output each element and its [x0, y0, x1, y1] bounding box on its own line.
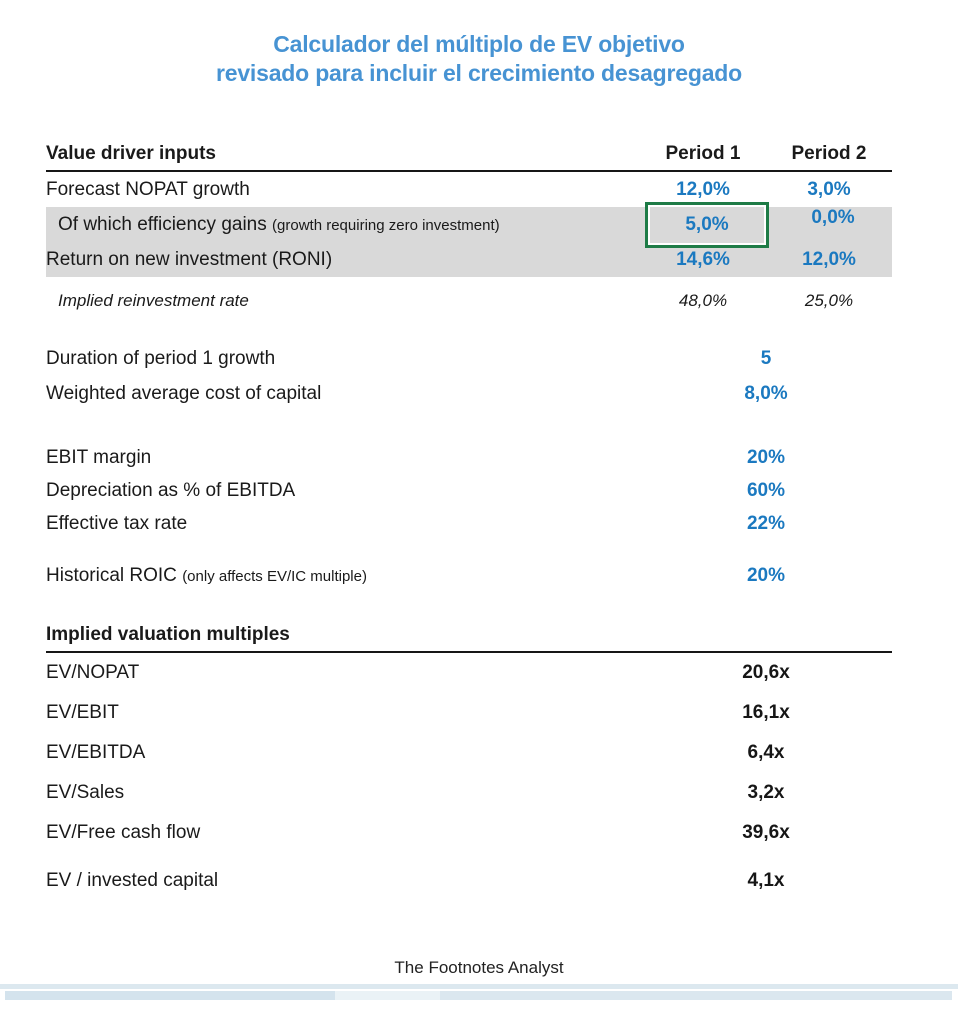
- input-cell-forecast-growth-period-1[interactable]: 12,0%: [676, 178, 730, 200]
- row-label-historical-roic-main: Historical ROIC: [46, 564, 177, 586]
- row-ev-ebitda: EV/EBITDA 6,4x: [46, 733, 892, 773]
- row-label-ev-nopat: EV/NOPAT: [46, 662, 140, 683]
- spacer: [46, 317, 892, 341]
- spacer: [46, 593, 892, 619]
- input-cell-tax-rate[interactable]: 22%: [746, 512, 786, 534]
- spacer: [46, 853, 892, 861]
- input-cell-roni-period-2[interactable]: 12,0%: [802, 248, 856, 270]
- calc-cell-ev-invested-capital: 4,1x: [747, 870, 785, 891]
- row-label-depreciation: Depreciation as % of EBITDA: [46, 479, 296, 501]
- row-label-roni: Return on new investment (RONI): [46, 248, 333, 270]
- row-efficiency-gains: Of which efficiency gains (growth requir…: [46, 202, 892, 248]
- footer-divider-bar-middle: [335, 991, 440, 1000]
- input-cell-roni-period-1[interactable]: 14,6%: [676, 248, 730, 270]
- period-column-headers: Period 1 Period 2: [640, 143, 892, 165]
- value-drivers-header-row: Value driver inputs Period 1 Period 2: [46, 138, 892, 172]
- calculator-sheet: Value driver inputs Period 1 Period 2 Fo…: [46, 138, 892, 901]
- row-label-duration: Duration of period 1 growth: [46, 347, 276, 369]
- page-title-line-2: revisado para incluir el crecimiento des…: [216, 60, 742, 86]
- row-label-forecast-nopat-growth: Forecast NOPAT growth: [46, 178, 250, 200]
- input-cell-duration[interactable]: 5: [760, 347, 772, 369]
- row-return-on-new-investment: Return on new investment (RONI) 14,6% 12…: [46, 242, 892, 277]
- footer-divider-bar-right: [440, 991, 952, 1000]
- input-cell-historical-roic[interactable]: 20%: [746, 564, 786, 586]
- calc-cell-reinvestment-rate-period-1: 48,0%: [678, 291, 728, 310]
- row-label-ev-sales: EV/Sales: [46, 782, 125, 803]
- row-label-ev-ebitda: EV/EBITDA: [46, 742, 146, 763]
- row-ebit-margin: EBIT margin 20%: [46, 441, 892, 474]
- row-ev-invested-capital: EV / invested capital 4,1x: [46, 861, 892, 901]
- input-cell-ebit-margin[interactable]: 20%: [746, 446, 786, 468]
- row-label-tax-rate: Effective tax rate: [46, 512, 188, 534]
- row-effective-tax-rate: Effective tax rate 22%: [46, 507, 892, 540]
- row-ev-nopat: EV/NOPAT 20,6x: [46, 653, 892, 693]
- row-label-wacc: Weighted average cost of capital: [46, 382, 322, 404]
- row-label-ev-fcf: EV/Free cash flow: [46, 822, 201, 843]
- row-label-historical-roic: Historical ROIC (only affects EV/IC mult…: [46, 565, 640, 587]
- row-label-ebit-margin: EBIT margin: [46, 446, 152, 468]
- spacer: [46, 411, 892, 441]
- input-cell-efficiency-gains-period-2[interactable]: 0,0%: [811, 207, 855, 228]
- row-ev-ebit: EV/EBIT 16,1x: [46, 693, 892, 733]
- row-wacc: Weighted average cost of capital 8,0%: [46, 376, 892, 411]
- calc-cell-ev-ebitda: 6,4x: [747, 742, 785, 763]
- row-label-implied-reinvestment-rate: Implied reinvestment rate: [58, 291, 249, 310]
- selected-input-cell-efficiency-gains-period-1[interactable]: 5,0%: [645, 202, 769, 248]
- calc-cell-ev-nopat: 20,6x: [742, 662, 790, 683]
- row-duration-period-1-growth: Duration of period 1 growth 5: [46, 341, 892, 376]
- row-label-ev-ebit: EV/EBIT: [46, 702, 119, 723]
- row-ev-free-cash-flow: EV/Free cash flow 39,6x: [46, 813, 892, 853]
- footer-credit: The Footnotes Analyst: [394, 958, 564, 977]
- row-label-ev-invested-capital: EV / invested capital: [46, 870, 219, 891]
- section-heading-implied-multiples: Implied valuation multiples: [46, 624, 290, 645]
- calc-cell-reinvestment-rate-period-2: 25,0%: [804, 291, 854, 310]
- footer-divider-line: [0, 984, 958, 989]
- row-label-efficiency-gains: Of which efficiency gains (growth requir…: [46, 214, 640, 236]
- column-header-period-2: Period 2: [791, 143, 867, 164]
- footer-divider-bar-left: [5, 991, 335, 1000]
- page-title: Calculador del múltiplo de EV objetivo r…: [0, 0, 958, 88]
- multiples-header-row: Implied valuation multiples: [46, 619, 892, 653]
- row-label-efficiency-gains-note: (growth requiring zero investment): [272, 216, 500, 234]
- row-implied-reinvestment-rate: Implied reinvestment rate 48,0% 25,0%: [46, 285, 892, 317]
- input-cell-forecast-growth-period-2[interactable]: 3,0%: [807, 178, 851, 200]
- row-ev-sales: EV/Sales 3,2x: [46, 773, 892, 813]
- row-label-historical-roic-note: (only affects EV/IC multiple): [182, 567, 367, 585]
- page-title-line-1: Calculador del múltiplo de EV objetivo: [273, 31, 685, 57]
- input-cell-wacc[interactable]: 8,0%: [744, 382, 788, 404]
- calc-cell-ev-fcf: 39,6x: [742, 822, 790, 843]
- input-cell-depreciation[interactable]: 60%: [746, 479, 786, 501]
- row-label-efficiency-gains-main: Of which efficiency gains: [58, 213, 267, 235]
- row-historical-roic: Historical ROIC (only affects EV/IC mult…: [46, 558, 892, 593]
- row-forecast-nopat-growth: Forecast NOPAT growth 12,0% 3,0%: [46, 172, 892, 207]
- column-header-period-1: Period 1: [665, 143, 741, 164]
- row-depreciation-pct-ebitda: Depreciation as % of EBITDA 60%: [46, 474, 892, 507]
- calc-cell-ev-ebit: 16,1x: [742, 702, 790, 723]
- section-heading-value-drivers: Value driver inputs: [46, 143, 216, 164]
- calc-cell-ev-sales: 3,2x: [747, 782, 785, 803]
- spacer: [46, 540, 892, 558]
